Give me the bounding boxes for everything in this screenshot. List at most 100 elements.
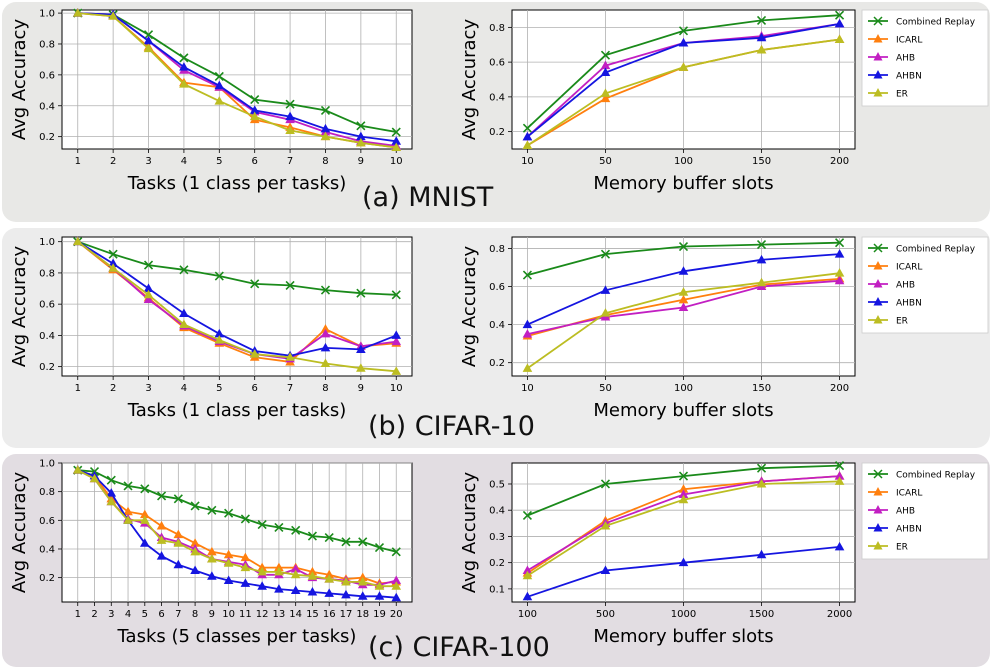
data-point bbox=[285, 125, 295, 134]
data-point bbox=[173, 559, 184, 569]
data-point bbox=[143, 260, 154, 270]
x-axis-label: Tasks (5 classes per tasks) bbox=[117, 626, 357, 647]
data-point bbox=[756, 15, 767, 25]
y-axis-label: Avg Accuracy bbox=[459, 246, 480, 368]
data-point bbox=[678, 494, 689, 504]
data-point bbox=[108, 11, 118, 20]
legend-marker bbox=[873, 297, 883, 306]
data-point bbox=[307, 571, 318, 580]
y-tick-label: 0.4 bbox=[39, 331, 55, 342]
data-point bbox=[214, 335, 225, 344]
data-point bbox=[324, 588, 334, 597]
y-tick-label: 0.3 bbox=[489, 532, 505, 543]
series-er bbox=[522, 476, 845, 580]
data-point bbox=[156, 535, 167, 544]
data-point bbox=[391, 592, 402, 602]
y-tick-label: 0.2 bbox=[39, 573, 55, 584]
data-point bbox=[324, 532, 334, 543]
y-tick-label: 0.8 bbox=[39, 487, 55, 498]
data-point bbox=[249, 105, 260, 114]
data-point bbox=[522, 570, 533, 580]
y-tick-label: 0.4 bbox=[489, 92, 505, 103]
legend-marker bbox=[873, 487, 883, 496]
panel-caption-cifar100: (c) CIFAR-100 bbox=[368, 632, 550, 663]
x-tick-label: 10 bbox=[521, 383, 534, 394]
x-axis-label: Tasks (1 class per tasks) bbox=[127, 173, 346, 194]
legend-marker bbox=[873, 279, 883, 288]
data-point bbox=[522, 131, 533, 141]
legend-label: Combined Replay bbox=[896, 245, 976, 255]
x-tick-label: 1 bbox=[75, 156, 81, 167]
x-tick-label: 500 bbox=[596, 609, 615, 620]
data-point bbox=[143, 43, 154, 53]
legend-marker bbox=[873, 52, 883, 61]
data-point bbox=[140, 538, 150, 547]
x-tick-label: 19 bbox=[373, 609, 386, 620]
series-er bbox=[72, 236, 402, 375]
data-point bbox=[756, 478, 767, 488]
x-tick-label: 16 bbox=[323, 609, 336, 620]
data-point bbox=[356, 137, 366, 147]
x-tick-label: 1 bbox=[75, 609, 81, 620]
chart-cifar100-memory: 100 500 1000 1500 2000 0.1 0.2 0.3 0.4 0.5 Memory … bbox=[459, 461, 989, 647]
data-point bbox=[834, 249, 845, 258]
data-point bbox=[374, 542, 385, 553]
series-line bbox=[77, 240, 397, 373]
y-tick-label: 1.0 bbox=[39, 237, 55, 248]
legend-marker bbox=[873, 261, 883, 270]
data-point bbox=[356, 121, 366, 131]
data-point bbox=[600, 67, 611, 77]
data-point bbox=[307, 586, 318, 596]
legend-marker bbox=[873, 315, 883, 324]
x-tick-label: 1000 bbox=[671, 609, 696, 620]
data-point bbox=[678, 557, 689, 567]
data-point bbox=[357, 576, 368, 586]
data-point bbox=[678, 241, 689, 252]
series-ahbn bbox=[522, 249, 845, 329]
x-tick-label: 150 bbox=[752, 156, 771, 167]
x-tick-label: 8 bbox=[322, 383, 328, 394]
series-line bbox=[77, 12, 397, 149]
series-er bbox=[72, 465, 402, 590]
legend-box bbox=[861, 236, 989, 334]
data-point bbox=[257, 581, 267, 590]
data-point bbox=[522, 270, 533, 280]
data-point bbox=[756, 240, 767, 250]
data-point bbox=[214, 71, 224, 81]
data-point bbox=[320, 358, 331, 368]
data-point bbox=[179, 319, 189, 328]
data-point bbox=[123, 515, 133, 524]
data-point bbox=[207, 554, 217, 563]
data-point bbox=[274, 562, 284, 572]
data-point bbox=[307, 566, 318, 576]
data-point bbox=[522, 363, 533, 372]
x-tick-label: 100 bbox=[674, 156, 693, 167]
data-point bbox=[834, 275, 845, 285]
data-point bbox=[356, 344, 366, 353]
y-tick-label: 0.6 bbox=[39, 516, 55, 527]
legend-marker bbox=[873, 505, 883, 514]
data-point bbox=[123, 481, 133, 491]
y-tick-label: 0.6 bbox=[489, 58, 505, 69]
data-point bbox=[678, 471, 689, 481]
data-point bbox=[140, 509, 150, 519]
y-tick-label: 0.8 bbox=[39, 39, 55, 50]
x-tick-label: 3 bbox=[145, 383, 151, 394]
legend: Combined Replay ICARL AHB AHBN ER bbox=[861, 236, 989, 334]
x-tick-label: 12 bbox=[256, 609, 269, 620]
x-tick-label: 4 bbox=[125, 609, 131, 620]
legend-label: AHB bbox=[896, 507, 915, 517]
data-point bbox=[106, 496, 117, 506]
y-tick-label: 0.5 bbox=[489, 479, 505, 490]
y-tick-label: 0.6 bbox=[39, 300, 55, 311]
data-point bbox=[190, 501, 200, 511]
data-point bbox=[290, 569, 301, 579]
data-point bbox=[600, 565, 611, 575]
x-tick-label: 50 bbox=[599, 156, 612, 167]
data-point bbox=[140, 484, 150, 494]
data-point bbox=[214, 271, 224, 281]
x-axis-label: Tasks (1 class per tasks) bbox=[127, 400, 346, 421]
data-point bbox=[214, 96, 225, 105]
legend-marker bbox=[873, 243, 883, 253]
data-point bbox=[291, 525, 301, 535]
